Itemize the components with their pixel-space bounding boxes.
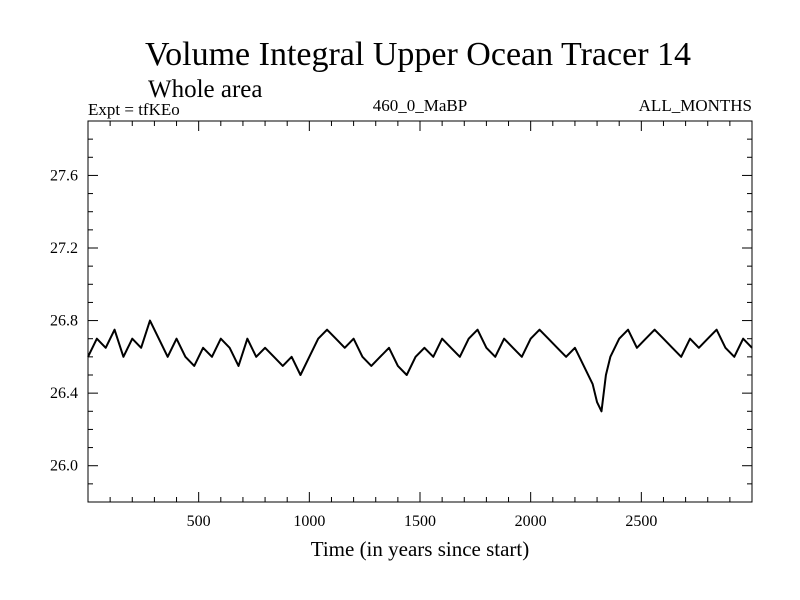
- x-tick-label: 2500: [625, 513, 657, 530]
- y-tick-label: 27.6: [50, 167, 78, 184]
- series-line-0: [87, 319, 753, 413]
- period-label: 460_0_MaBP: [373, 96, 467, 115]
- y-tick-label: 26.4: [50, 385, 78, 402]
- series-group: [87, 319, 753, 413]
- y-tick-label: 26.8: [50, 313, 78, 330]
- tick-labels: 500 1000 1500 2000 2500 26.0 26.4 26.8 27.2 27.6: [50, 167, 657, 530]
- x-tick-label: 2000: [515, 513, 547, 530]
- plot-frame: [87, 120, 753, 503]
- months-label: ALL_MONTHS: [639, 96, 752, 115]
- y-tick-label: 27.2: [50, 240, 78, 257]
- axis-ticks: [88, 121, 752, 502]
- x-tick-label: 500: [187, 513, 211, 530]
- expt-label: Expt = tfKEo: [88, 100, 180, 119]
- y-tick-label: 26.0: [50, 458, 78, 475]
- chart-subtitle: Whole area: [148, 76, 263, 103]
- x-axis-label: Time (in years since start): [311, 537, 530, 561]
- x-tick-label: 1000: [293, 513, 325, 530]
- chart-title: Volume Integral Upper Ocean Tracer 14: [145, 36, 691, 73]
- x-tick-label: 1500: [404, 513, 436, 530]
